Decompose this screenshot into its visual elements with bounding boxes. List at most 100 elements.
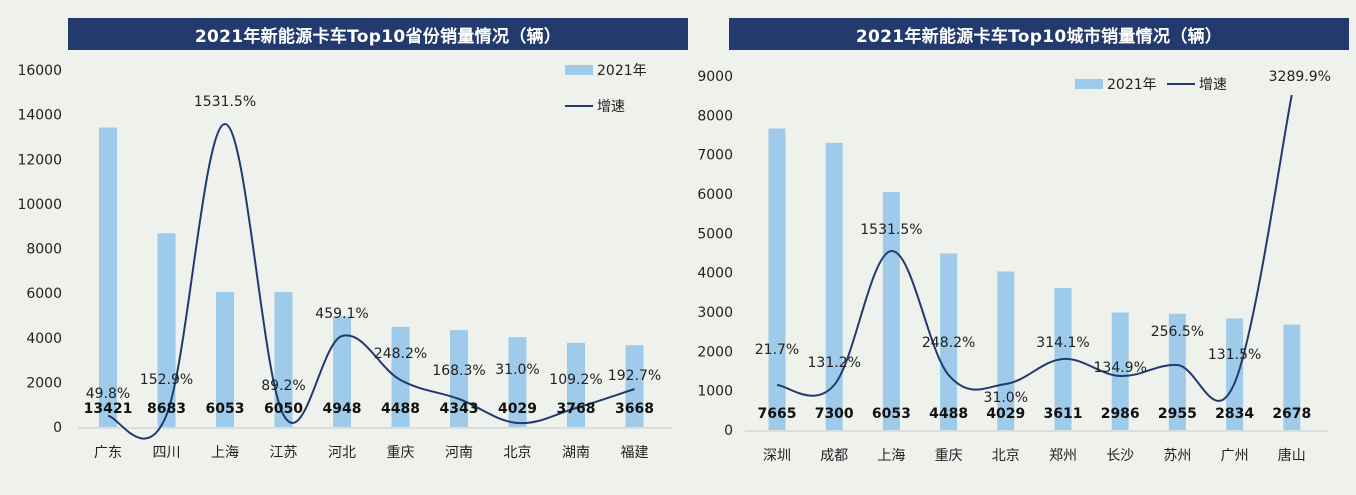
chart1-growth-label: 459.1%: [315, 306, 368, 322]
chart1-x-tick-label: 北京: [504, 445, 532, 461]
chart1-legend-line-label: 增速: [597, 99, 625, 115]
chart1-y-tick-label: 16000: [17, 63, 62, 79]
chart1-value-label: 6053: [206, 401, 245, 417]
chart2-bar-2: [825, 142, 843, 430]
chart2-y-tick-label: 2000: [697, 344, 733, 360]
chart1-bar-1: [99, 127, 117, 427]
chart2-value-label: 7300: [815, 406, 854, 422]
chart1-legend-bar-swatch: [565, 65, 593, 75]
chart2-growth-label: 31.0%: [984, 390, 1028, 406]
chart2-value-label: 2834: [1215, 406, 1254, 422]
chart2-x-tick-label: 北京: [992, 448, 1020, 464]
chart2-bar-1: [768, 128, 786, 430]
chart2-growth-label: 134.9%: [1094, 360, 1147, 376]
chart1-y-tick-label: 2000: [26, 375, 62, 391]
chart1-x-tick-label: 广东: [94, 445, 122, 461]
chart2-value-label: 6053: [872, 406, 911, 422]
chart1-x-tick-label: 河南: [445, 445, 473, 461]
chart2-value-label: 4029: [986, 406, 1025, 422]
chart2-value-label: 2986: [1101, 406, 1140, 422]
chart1-y-tick-label: 12000: [17, 152, 62, 168]
chart2-x-tick-label: 广州: [1221, 448, 1249, 464]
chart2-y-tick-label: 1000: [697, 384, 733, 400]
chart2-bar-10: [1283, 324, 1301, 430]
chart1-growth-label: 109.2%: [549, 372, 602, 388]
chart1-value-label: 6050: [264, 401, 303, 417]
chart2-y-tick-label: 6000: [697, 187, 733, 203]
chart1-y-tick-label: 10000: [17, 197, 62, 213]
chart2-y-tick-label: 7000: [697, 148, 733, 164]
chart1-value-label: 4948: [323, 401, 362, 417]
chart1-bar-5: [333, 316, 351, 427]
chart1-growth-label: 152.9%: [140, 372, 193, 388]
chart1-title: 2021年新能源卡车Top10省份销量情况（辆）: [68, 18, 688, 50]
chart2-x-tick-label: 深圳: [763, 448, 791, 464]
chart2-growth-line: [776, 94, 1293, 402]
chart1-x-tick-label: 福建: [621, 445, 649, 461]
chart1-y-tick-label: 4000: [26, 331, 62, 347]
chart1-value-label: 13421: [84, 401, 133, 417]
chart1-y-tick-label: 8000: [26, 242, 62, 258]
chart2-growth-label: 1531.5%: [860, 222, 922, 238]
chart1-growth-label: 89.2%: [261, 378, 305, 394]
chart2-value-label: 7665: [758, 406, 797, 422]
chart2-legend-bar-swatch: [1075, 79, 1103, 89]
chart2-x-tick-label: 成都: [820, 448, 848, 464]
chart1-x-tick-label: 重庆: [387, 445, 415, 461]
chart2-x-tick-label: 上海: [877, 448, 905, 464]
chart1-x-tick-label: 上海: [211, 445, 239, 461]
chart2-title: 2021年新能源卡车Top10城市销量情况（辆）: [729, 18, 1349, 50]
chart2-bar-4: [940, 253, 958, 430]
chart2-y-tick-label: 5000: [697, 226, 733, 242]
chart2-x-tick-label: 苏州: [1163, 448, 1191, 464]
chart1-y-tick-label: 14000: [17, 108, 62, 124]
chart1-growth-label: 192.7%: [608, 368, 661, 384]
chart1-value-label: 4343: [440, 401, 479, 417]
chart2-y-tick-label: 0: [724, 423, 733, 439]
chart2-x-tick-label: 唐山: [1278, 447, 1306, 464]
chart1-growth-label: 248.2%: [374, 346, 427, 362]
chart1-x-tick-label: 湖南: [562, 445, 590, 461]
chart1-x-tick-label: 四川: [153, 445, 181, 461]
chart1-bar-3: [216, 291, 234, 427]
chart2-growth-label: 314.1%: [1036, 335, 1089, 351]
chart2-value-label: 2678: [1272, 406, 1311, 422]
chart1-value-label: 3668: [615, 401, 654, 417]
chart1-growth-label: 31.0%: [495, 362, 539, 378]
chart1-value-label: 4029: [498, 401, 537, 417]
chart2-bar-8: [1168, 313, 1186, 430]
chart1-growth-label: 1531.5%: [194, 94, 256, 110]
chart1-bar-4: [274, 292, 293, 427]
chart1-x-tick-label: 江苏: [270, 445, 298, 461]
chart1-bar-10: [625, 345, 644, 427]
chart2-legend-bar-label: 2021年: [1107, 77, 1157, 93]
chart1-bar-6: [391, 326, 410, 427]
chart2-value-label: 2955: [1158, 406, 1197, 422]
chart2-growth-label: 3289.9%: [1269, 69, 1331, 85]
chart1-y-tick-label: 0: [53, 420, 62, 436]
chart1-bar-8: [508, 337, 527, 427]
chart2-x-tick-label: 郑州: [1049, 448, 1077, 464]
chart1-x-tick-label: 河北: [328, 445, 356, 461]
chart1-value-label: 4488: [381, 401, 420, 417]
chart2-growth-label: 21.7%: [755, 342, 799, 358]
chart2-legend-line-label: 增速: [1199, 77, 1227, 93]
chart2-growth-label: 131.5%: [1208, 347, 1261, 363]
chart2-y-tick-label: 3000: [697, 305, 733, 321]
chart2-x-tick-label: 长沙: [1106, 448, 1134, 464]
chart2-value-label: 3611: [1044, 406, 1083, 422]
chart2-value-label: 4488: [929, 406, 968, 422]
chart1-legend-bar-label: 2021年: [597, 63, 647, 79]
chart1-bar-2: [157, 233, 176, 427]
chart2-bar-9: [1226, 318, 1244, 430]
chart2-x-tick-label: 重庆: [935, 448, 963, 464]
chart2-growth-label: 256.5%: [1151, 324, 1204, 340]
chart1-value-label: 3768: [557, 401, 596, 417]
chart2-y-tick-label: 9000: [697, 69, 733, 85]
chart2-growth-label: 248.2%: [922, 335, 975, 351]
chart2-bar-5: [997, 271, 1015, 430]
chart2-y-tick-label: 4000: [697, 266, 733, 282]
chart1-growth-line: [107, 122, 635, 440]
